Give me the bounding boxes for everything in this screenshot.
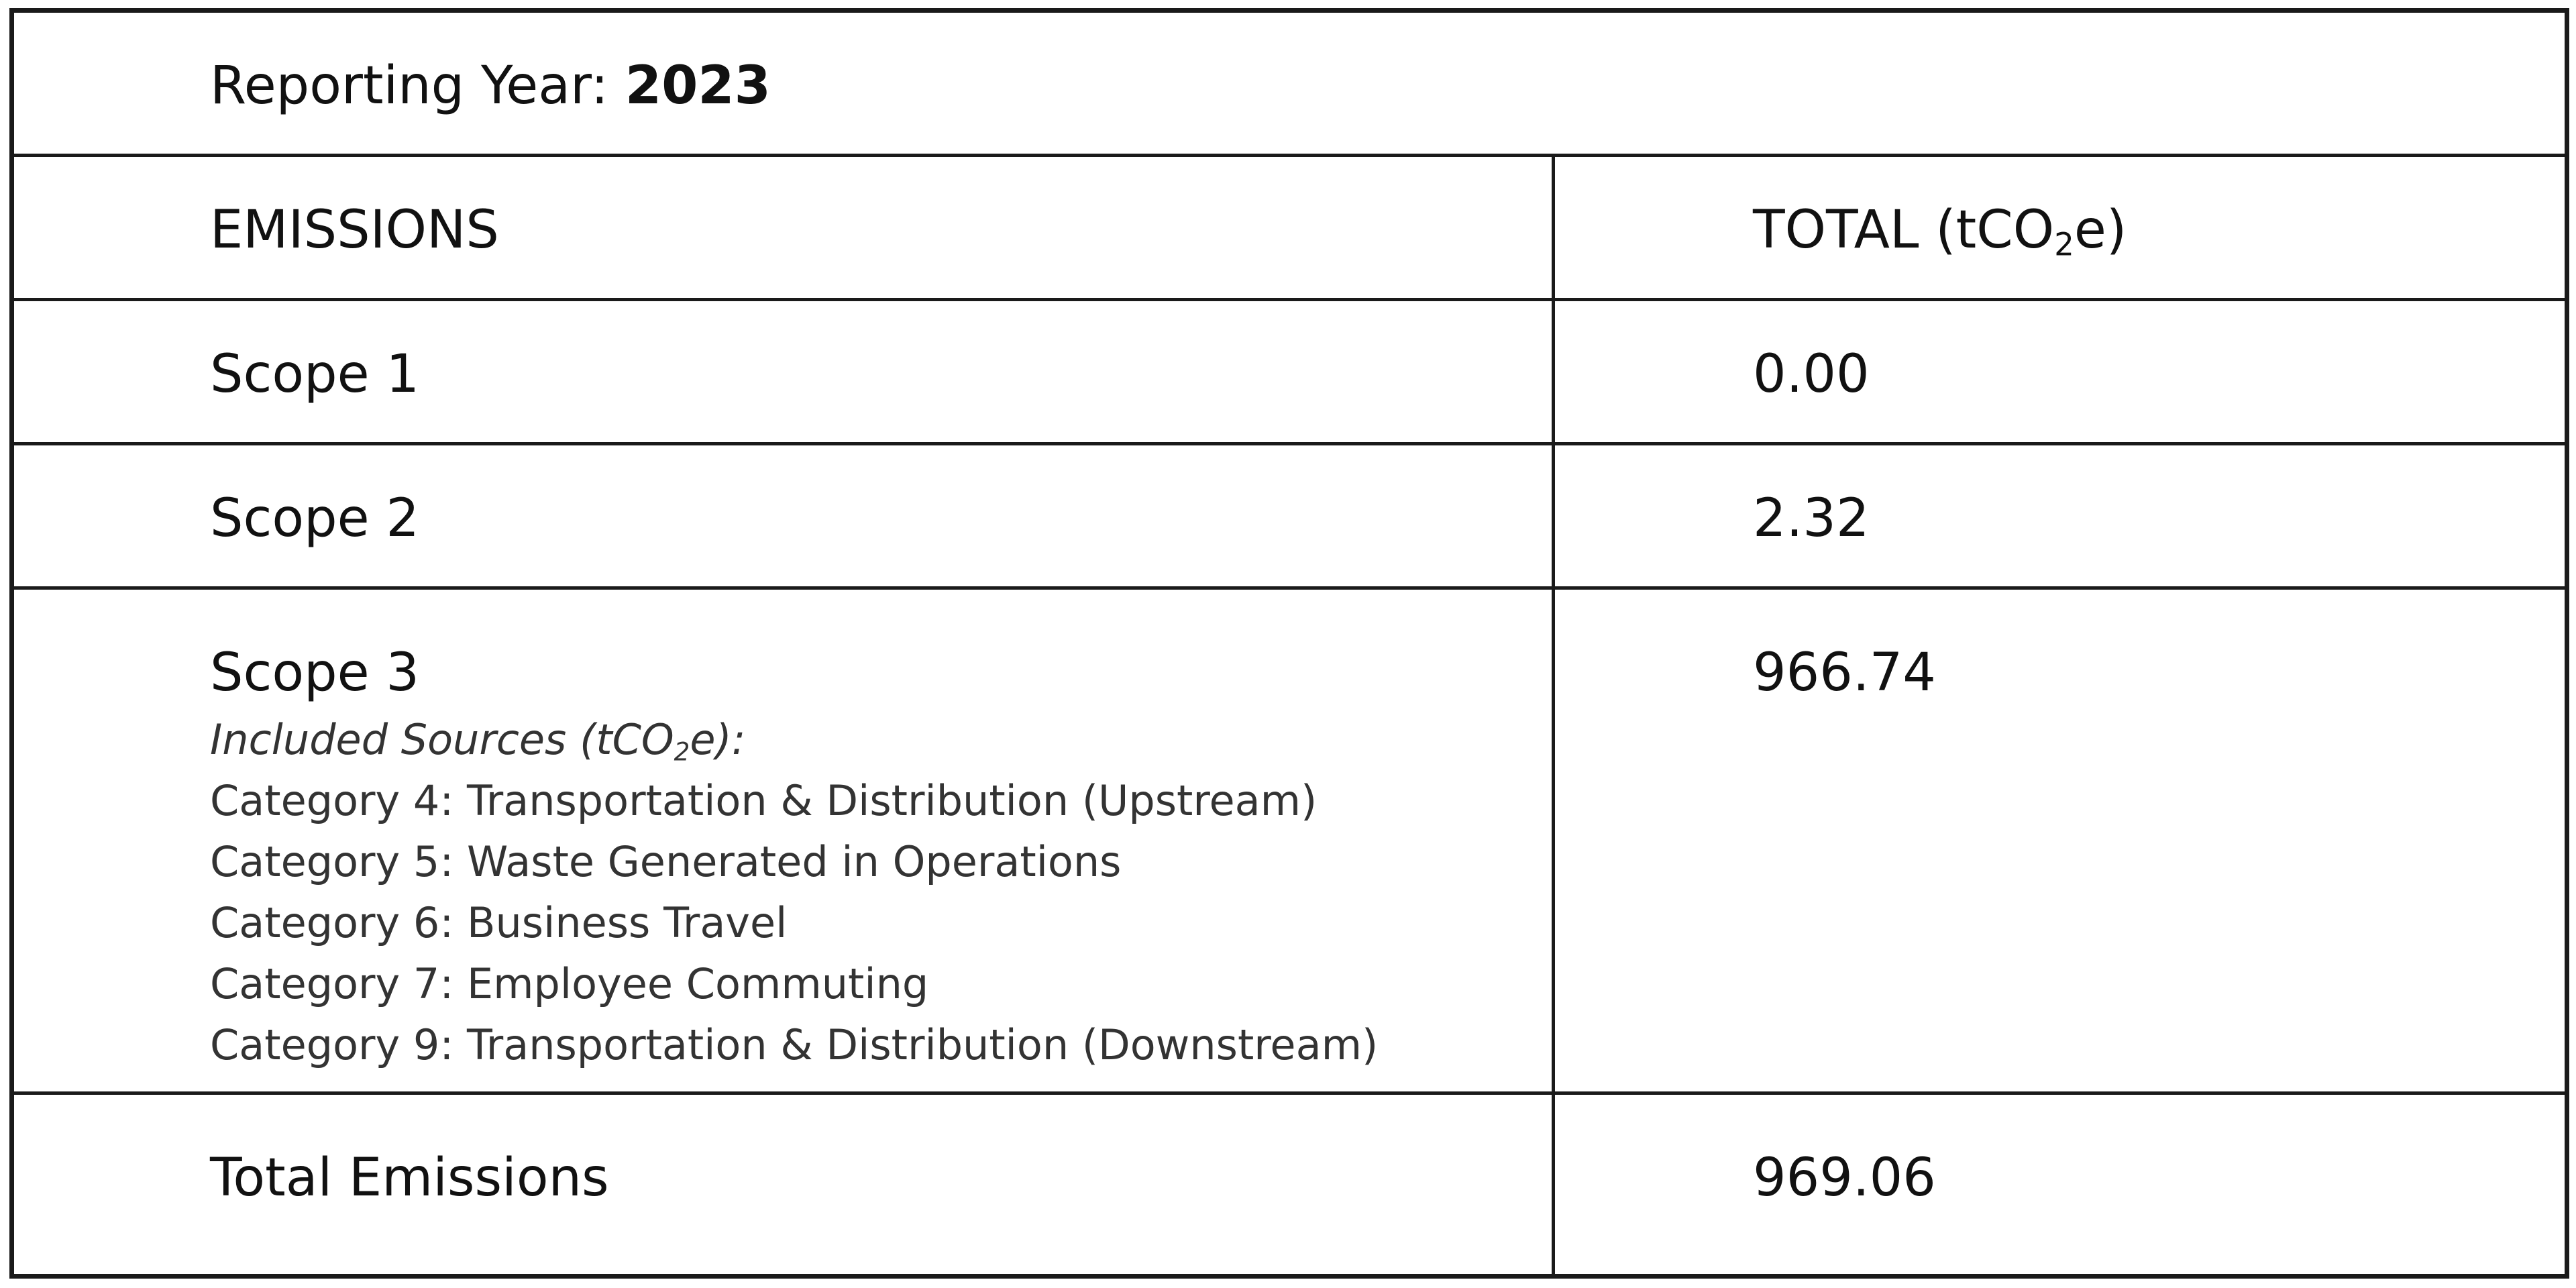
emissions-column-header: EMISSIONS xyxy=(210,200,499,260)
table-row-scope-3: Scope 3 966.74 Included Sources (tCO2e):… xyxy=(14,590,2565,1095)
column-header-row: EMISSIONS TOTAL (tCO2e) xyxy=(14,157,2565,301)
row-value: 966.74 xyxy=(1753,643,1936,703)
emissions-table: Reporting Year: 2023 EMISSIONS TOTAL (tC… xyxy=(9,8,2569,1279)
source-item: Category 7: Employee Commuting xyxy=(210,959,929,1008)
source-item: Category 9: Transportation & Distributio… xyxy=(210,1020,1379,1069)
table-row-scope-1: Scope 1 0.00 xyxy=(14,301,2565,445)
reporting-year: Reporting Year: 2023 xyxy=(210,60,771,112)
row-value: 2.32 xyxy=(1753,488,1870,549)
included-sources-header: Included Sources (tCO2e): xyxy=(210,715,746,767)
row-label: Scope 1 xyxy=(210,344,420,405)
row-label: Total Emissions xyxy=(210,1148,609,1208)
table-row-scope-2: Scope 2 2.32 xyxy=(14,445,2565,590)
scope-3-included-sources: Included Sources (tCO2e): Category 4: Tr… xyxy=(210,709,1378,1075)
source-item: Category 5: Waste Generated in Operation… xyxy=(210,837,1122,886)
row-value: 0.00 xyxy=(1753,344,1870,405)
source-item: Category 4: Transportation & Distributio… xyxy=(210,776,1318,825)
row-label: Scope 2 xyxy=(210,488,420,549)
row-value: 969.06 xyxy=(1753,1148,1936,1208)
source-item: Category 6: Business Travel xyxy=(210,898,788,947)
column-divider xyxy=(1552,157,1555,1274)
reporting-year-row: Reporting Year: 2023 xyxy=(14,13,2565,157)
reporting-year-value: 2023 xyxy=(625,56,771,116)
row-label: Scope 3 xyxy=(210,643,420,703)
total-column-header: TOTAL (tCO2e) xyxy=(1753,200,2127,264)
reporting-year-label: Reporting Year: xyxy=(210,56,609,116)
table-row-total-emissions: Total Emissions 969.06 xyxy=(14,1095,2565,1274)
